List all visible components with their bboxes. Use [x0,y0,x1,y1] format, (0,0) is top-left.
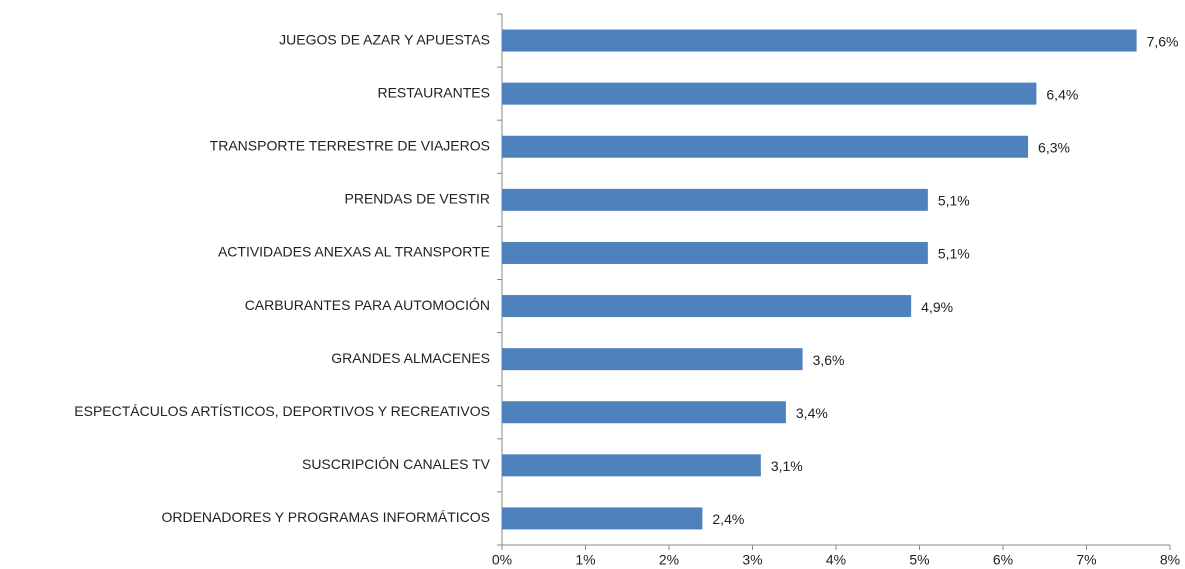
x-tick-label: 3% [742,552,762,568]
x-tick-label: 6% [993,552,1013,568]
y-tick-label: JUEGOS DE AZAR Y APUESTAS [279,31,490,47]
data-label: 6,4% [1046,86,1078,102]
data-label: 3,1% [771,458,803,474]
data-label: 6,3% [1038,139,1070,155]
x-tick-label: 0% [492,552,512,568]
y-tick-label: GRANDES ALMACENES [331,350,490,366]
data-label: 4,9% [921,299,953,315]
data-label: 3,6% [813,352,845,368]
data-label: 3,4% [796,405,828,421]
x-tick-label: 1% [575,552,595,568]
data-label: 5,1% [938,246,970,262]
bar [502,295,912,318]
bar [502,401,786,424]
y-tick-label: CARBURANTES PARA AUTOMOCIÓN [245,297,490,313]
bar [502,29,1137,52]
bar [502,241,928,264]
y-tick-label: SUSCRIPCIÓN CANALES TV [302,456,491,472]
bar [502,82,1037,105]
data-label: 7,6% [1147,33,1179,49]
bar [502,188,928,211]
y-tick-label: PRENDAS DE VESTIR [345,191,490,207]
data-label: 2,4% [712,511,744,527]
bar [502,454,761,477]
y-tick-label: TRANSPORTE TERRESTRE DE VIAJEROS [210,137,490,153]
y-tick-label: ESPECTÁCULOS ARTÍSTICOS, DEPORTIVOS Y RE… [74,403,490,419]
x-tick-label: 4% [826,552,846,568]
y-tick-label: ORDENADORES Y PROGRAMAS INFORMÁTICOS [161,509,490,525]
bar [502,507,703,530]
bar [502,135,1029,158]
x-tick-label: 5% [909,552,929,568]
y-tick-label: ACTIVIDADES ANEXAS AL TRANSPORTE [218,244,490,260]
data-label: 5,1% [938,193,970,209]
x-tick-label: 2% [659,552,679,568]
bar [502,348,803,371]
y-tick-label: RESTAURANTES [377,84,490,100]
x-tick-label: 7% [1076,552,1096,568]
x-tick-label: 8% [1160,552,1180,568]
